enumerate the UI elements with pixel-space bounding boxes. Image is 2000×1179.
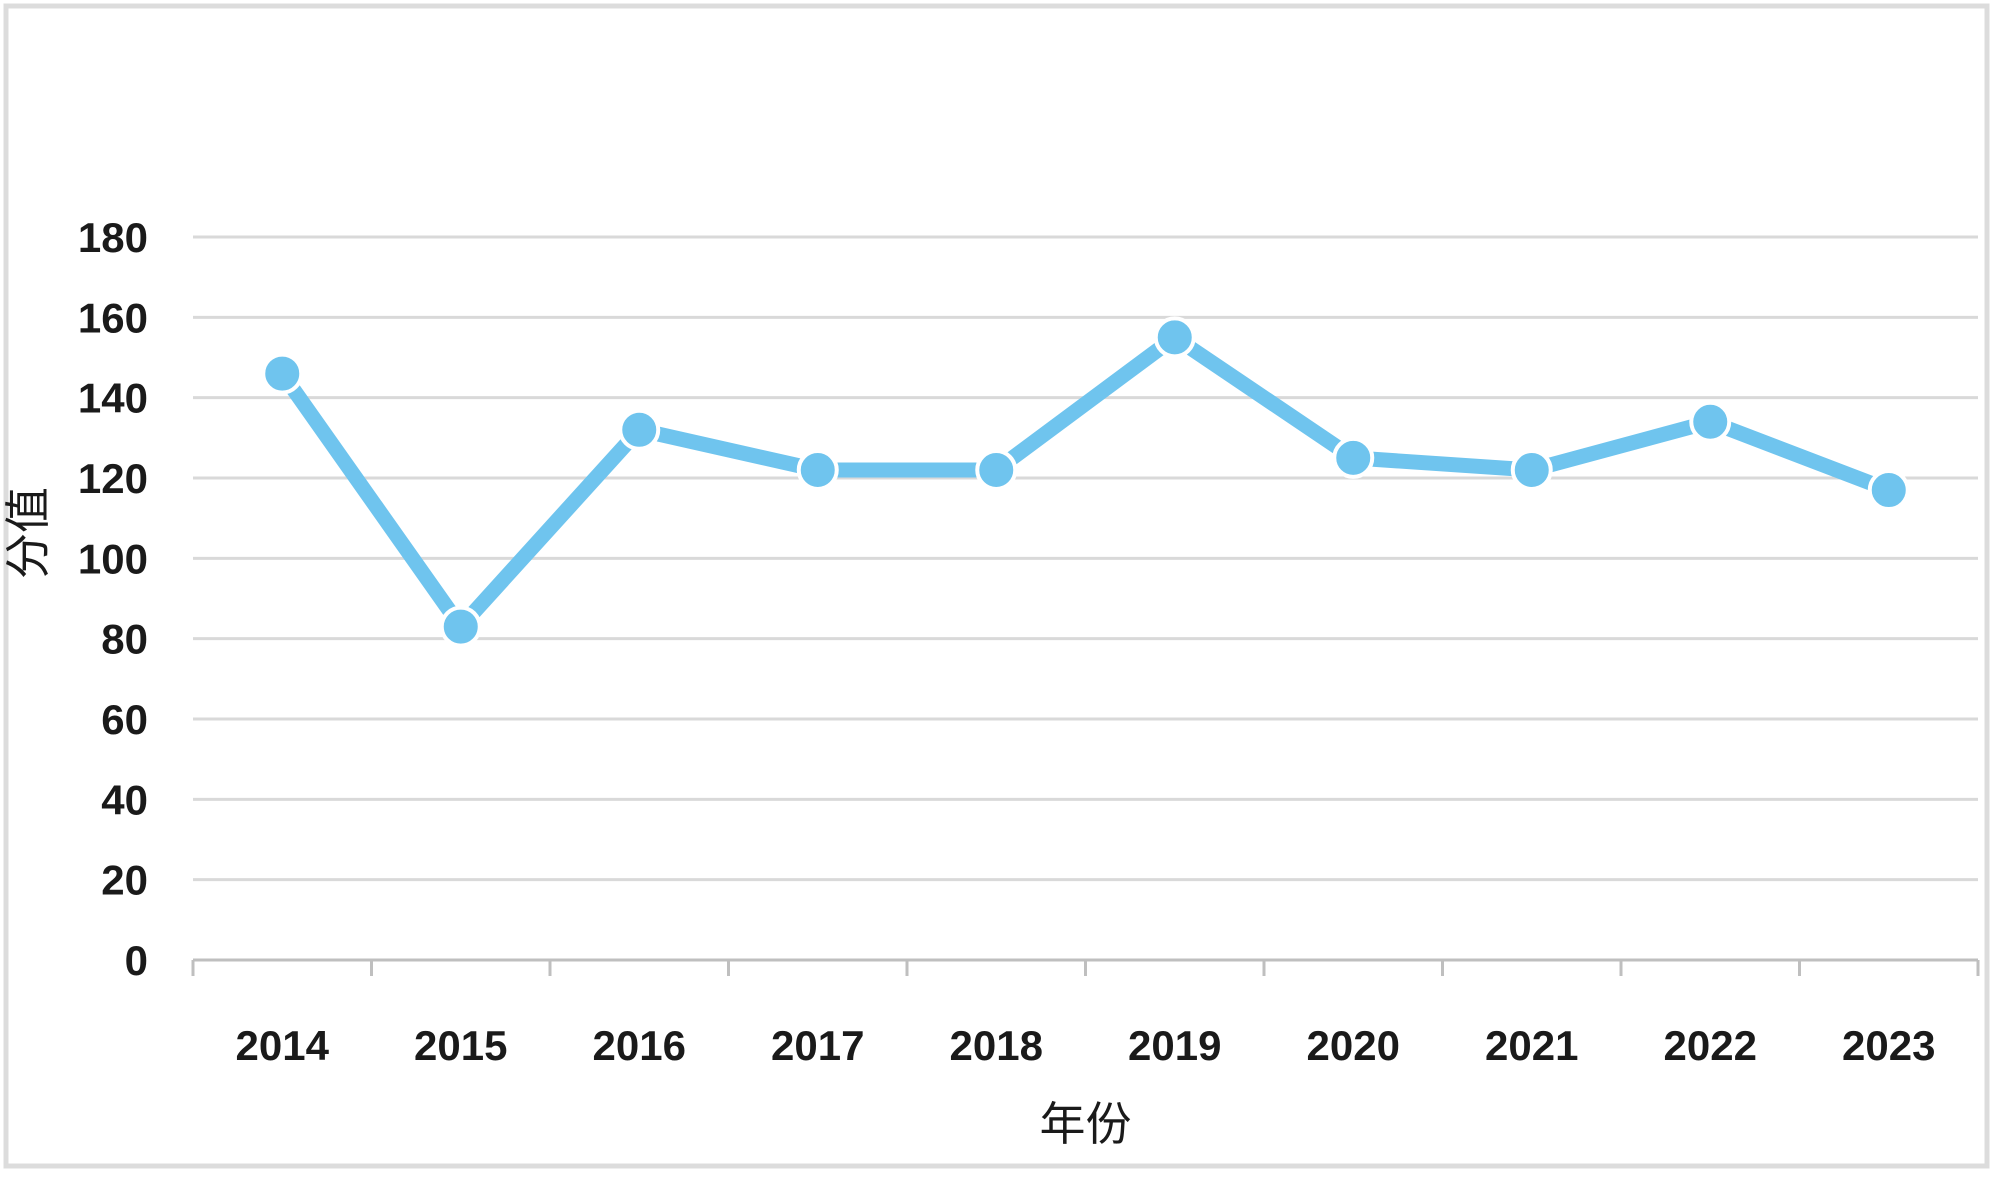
data-point-marker: [439, 605, 482, 648]
data-point-marker: [796, 448, 839, 491]
y-tick-label: 180: [78, 214, 148, 261]
x-tick-label: 2021: [1485, 1022, 1578, 1069]
x-axis-title: 年份: [1040, 1099, 1132, 1150]
data-point-marker: [1510, 448, 1553, 491]
y-tick-label: 140: [78, 375, 148, 422]
y-tick-label: 80: [101, 616, 148, 663]
data-point-marker: [1332, 436, 1375, 479]
y-tick-label: 60: [101, 696, 148, 743]
y-tick-label: 20: [101, 857, 148, 904]
x-tick-label: 2014: [236, 1022, 330, 1069]
x-tick-label: 2023: [1842, 1022, 1935, 1069]
figure-border: [3, 3, 1990, 1169]
y-axis-title: 分值: [3, 487, 54, 579]
x-tick-label: 2017: [771, 1022, 864, 1069]
x-tick-label: 2020: [1307, 1022, 1400, 1069]
y-tick-label: 120: [78, 455, 148, 502]
x-tick-label: 2022: [1664, 1022, 1757, 1069]
data-point-marker: [1689, 400, 1732, 443]
data-point-marker: [261, 352, 304, 395]
x-tick-label: 2018: [950, 1022, 1043, 1069]
data-point-marker: [618, 408, 661, 451]
x-tick-label: 2016: [593, 1022, 686, 1069]
y-tick-label: 40: [101, 776, 148, 823]
x-tick-label: 2019: [1128, 1022, 1221, 1069]
y-tick-label: 100: [78, 535, 148, 582]
data-line: [276, 328, 1892, 639]
x-tick-label: 2015: [414, 1022, 507, 1069]
y-tick-label: 0: [125, 937, 148, 984]
y-tick-label: 160: [78, 294, 148, 341]
data-point-marker: [1153, 316, 1196, 359]
data-point-marker: [975, 448, 1018, 491]
data-point-marker: [1867, 469, 1910, 512]
